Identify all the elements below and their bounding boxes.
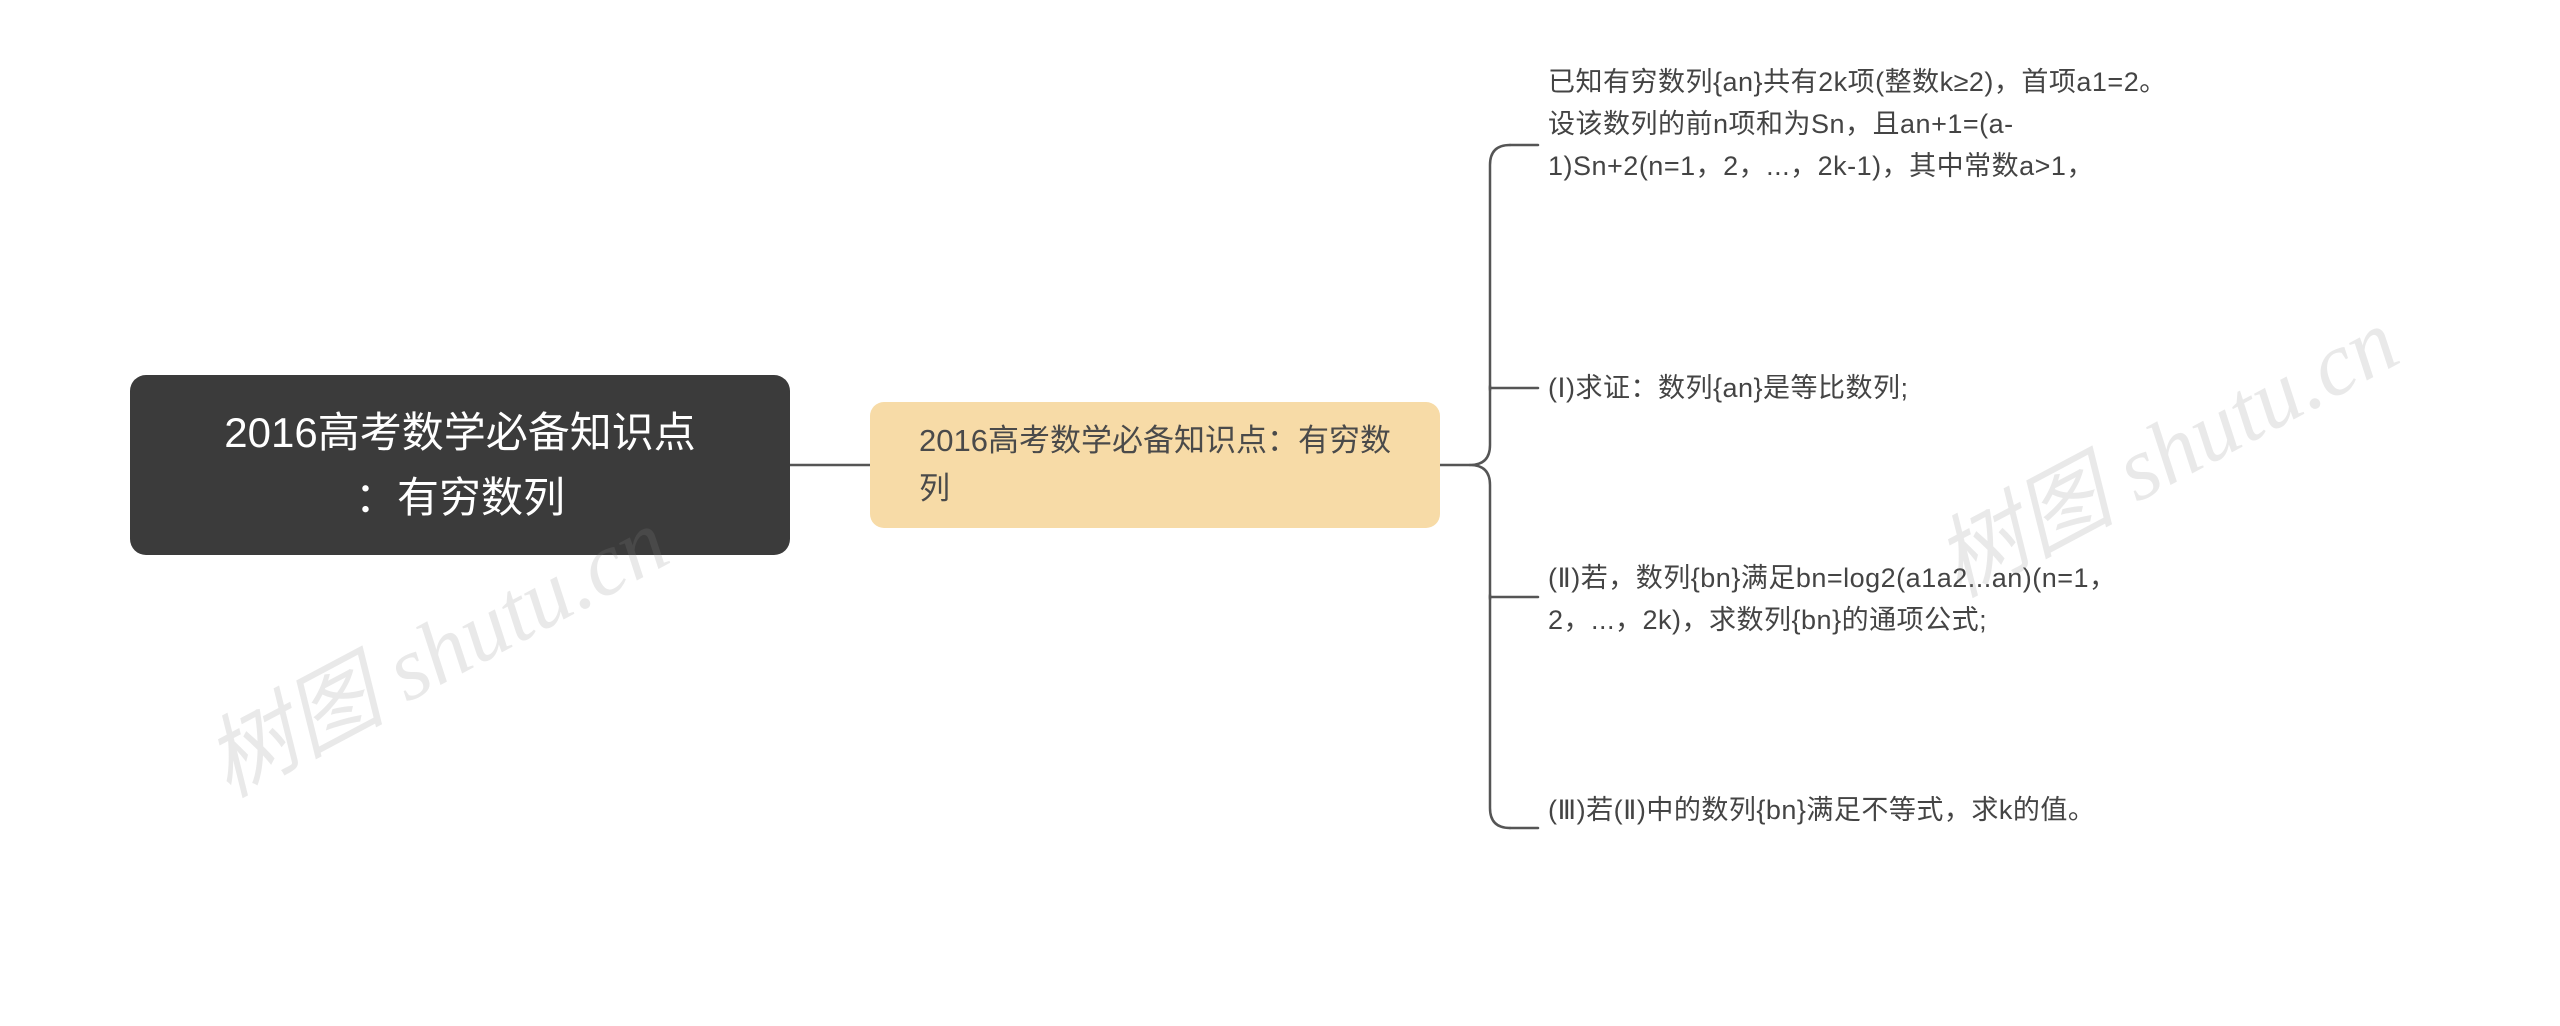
- level1-node[interactable]: 2016高考数学必备知识点：有穷数列: [870, 402, 1440, 528]
- leaf-text: (Ⅱ)若，数列{bn}满足bn=log2(a1a2...an)(n=1，2，..…: [1548, 563, 2117, 635]
- leaf-node-0[interactable]: 已知有穷数列{an}共有2k项(整数k≥2)，首项a1=2。设该数列的前n项和为…: [1548, 62, 2168, 188]
- leaf-text: (Ⅲ)若(Ⅱ)中的数列{bn}满足不等式，求k的值。: [1548, 795, 2095, 825]
- leaf-node-1[interactable]: (Ⅰ)求证：数列{an}是等比数列;: [1548, 368, 2168, 410]
- leaf-node-2[interactable]: (Ⅱ)若，数列{bn}满足bn=log2(a1a2...an)(n=1，2，..…: [1548, 558, 2168, 642]
- root-text: 2016高考数学必备知识点：有穷数列: [224, 400, 695, 530]
- leaf-text: 已知有穷数列{an}共有2k项(整数k≥2)，首项a1=2。设该数列的前n项和为…: [1548, 67, 2167, 181]
- mindmap-canvas: 2016高考数学必备知识点：有穷数列 2016高考数学必备知识点：有穷数列 已知…: [0, 0, 2560, 1026]
- root-node[interactable]: 2016高考数学必备知识点：有穷数列: [130, 375, 790, 555]
- leaf-text: (Ⅰ)求证：数列{an}是等比数列;: [1548, 373, 1909, 403]
- level1-text: 2016高考数学必备知识点：有穷数列: [919, 417, 1391, 513]
- leaf-node-3[interactable]: (Ⅲ)若(Ⅱ)中的数列{bn}满足不等式，求k的值。: [1548, 790, 2208, 832]
